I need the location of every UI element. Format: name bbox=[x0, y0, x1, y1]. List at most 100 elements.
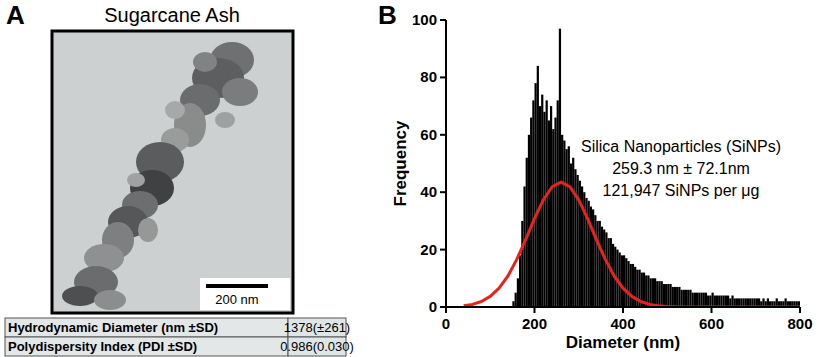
figure: ASugarcane Ash200 nmHydrodynamic Diamete… bbox=[0, 0, 825, 357]
hist-bar bbox=[700, 293, 702, 307]
particle bbox=[138, 218, 158, 242]
table-value: 1378(±261) bbox=[284, 320, 350, 335]
panel-label: A bbox=[6, 0, 25, 30]
x-tick bbox=[711, 307, 713, 313]
hist-bar bbox=[532, 100, 534, 307]
particle bbox=[62, 286, 98, 306]
hist-bar bbox=[543, 112, 545, 307]
hist-bar bbox=[550, 106, 552, 307]
hist-bar bbox=[696, 293, 698, 307]
hist-bar bbox=[632, 264, 634, 307]
scale-bar bbox=[206, 284, 268, 288]
image-background bbox=[52, 31, 293, 313]
hist-bar bbox=[723, 296, 725, 307]
x-tick-label: 400 bbox=[610, 315, 635, 332]
hist-bar bbox=[630, 264, 632, 307]
hist-bar bbox=[687, 290, 689, 307]
y-tick-label: 60 bbox=[420, 126, 437, 143]
y-tick bbox=[440, 76, 446, 78]
hist-bar bbox=[656, 281, 658, 307]
particle bbox=[193, 52, 217, 72]
table: Hydrodynamic Diameter (nm ±SD) 1378(±261)… bbox=[5, 318, 354, 356]
table-cell bbox=[5, 318, 288, 337]
hist-bar bbox=[568, 146, 570, 307]
hist-bar bbox=[603, 230, 605, 307]
hist-bar bbox=[663, 284, 665, 307]
hist-bar bbox=[709, 296, 711, 307]
hist-bar bbox=[574, 169, 576, 307]
hist-bar bbox=[599, 221, 601, 307]
hist-bar bbox=[650, 278, 652, 307]
hist-bar bbox=[705, 293, 707, 307]
particle bbox=[215, 112, 235, 128]
hist-bar bbox=[694, 293, 696, 307]
x-tick bbox=[622, 307, 624, 313]
hist-bar bbox=[554, 118, 556, 307]
table-cell bbox=[5, 337, 288, 356]
hist-bar bbox=[557, 100, 559, 307]
particle bbox=[165, 101, 185, 119]
y-tick bbox=[440, 306, 446, 308]
y-tick bbox=[440, 191, 446, 193]
fit-curve bbox=[464, 182, 800, 307]
x-axis-label: Diameter (nm) bbox=[566, 333, 680, 352]
particle bbox=[94, 290, 126, 310]
x-tick-label: 800 bbox=[787, 315, 812, 332]
hist-bar bbox=[676, 287, 678, 307]
hist-bar bbox=[674, 287, 676, 307]
hist-bar bbox=[669, 284, 671, 307]
hist-bar bbox=[572, 158, 574, 307]
y-axis bbox=[445, 20, 447, 307]
y-tick-label: 100 bbox=[412, 11, 437, 28]
y-tick bbox=[440, 249, 446, 251]
hist-bar bbox=[535, 83, 537, 307]
hist-bar bbox=[519, 255, 521, 307]
table-label: Polydispersity Index (PDI ±SD) bbox=[8, 339, 197, 354]
hist-bar bbox=[654, 278, 656, 307]
panel-label: B bbox=[378, 0, 397, 30]
hist-bar bbox=[685, 290, 687, 307]
hist-bar bbox=[530, 118, 532, 307]
hist-bar bbox=[546, 100, 548, 307]
hist-bar bbox=[707, 296, 709, 307]
hist-bar bbox=[596, 221, 598, 307]
hist-bar bbox=[689, 290, 691, 307]
hist-bar bbox=[559, 29, 561, 307]
hist-bar bbox=[716, 296, 718, 307]
table-label: Hydrodynamic Diameter (nm ±SD) bbox=[8, 320, 218, 335]
hist-bar bbox=[652, 278, 654, 307]
plot-area bbox=[464, 29, 800, 307]
y-tick-label: 20 bbox=[420, 241, 437, 258]
hist-bar bbox=[692, 293, 694, 307]
hist-bar bbox=[627, 261, 629, 307]
hist-bar bbox=[528, 135, 530, 307]
hist-bar bbox=[621, 255, 623, 307]
hist-bar bbox=[517, 278, 519, 307]
hist-bar bbox=[658, 281, 660, 307]
scale-bar-box bbox=[200, 278, 290, 310]
hist-bar bbox=[681, 290, 683, 307]
hist-bar bbox=[594, 215, 596, 307]
y-axis-label: Frequency bbox=[391, 120, 410, 207]
hist-bar bbox=[665, 284, 667, 307]
hist-bar bbox=[718, 296, 720, 307]
annotation: 259.3 nm ± 72.1nm bbox=[612, 160, 750, 177]
panel-title: Sugarcane Ash bbox=[104, 4, 240, 26]
hist-bar bbox=[563, 141, 565, 307]
annotation: 121,947 SiNPs per μg bbox=[603, 182, 760, 199]
hist-bar bbox=[608, 238, 610, 307]
y-tick-label: 40 bbox=[420, 183, 437, 200]
hist-bar bbox=[592, 209, 594, 307]
x-tick bbox=[534, 307, 536, 313]
x-tick-label: 600 bbox=[699, 315, 724, 332]
hist-bar bbox=[672, 287, 674, 307]
hist-bar bbox=[727, 296, 729, 307]
hist-bar bbox=[634, 267, 636, 307]
x-tick-label: 0 bbox=[442, 315, 450, 332]
hist-bar bbox=[731, 296, 733, 307]
hist-bar bbox=[605, 232, 607, 307]
hist-bar bbox=[678, 287, 680, 307]
hist-bar bbox=[601, 227, 603, 307]
image-frame bbox=[52, 31, 293, 313]
hist-bar bbox=[661, 281, 663, 307]
